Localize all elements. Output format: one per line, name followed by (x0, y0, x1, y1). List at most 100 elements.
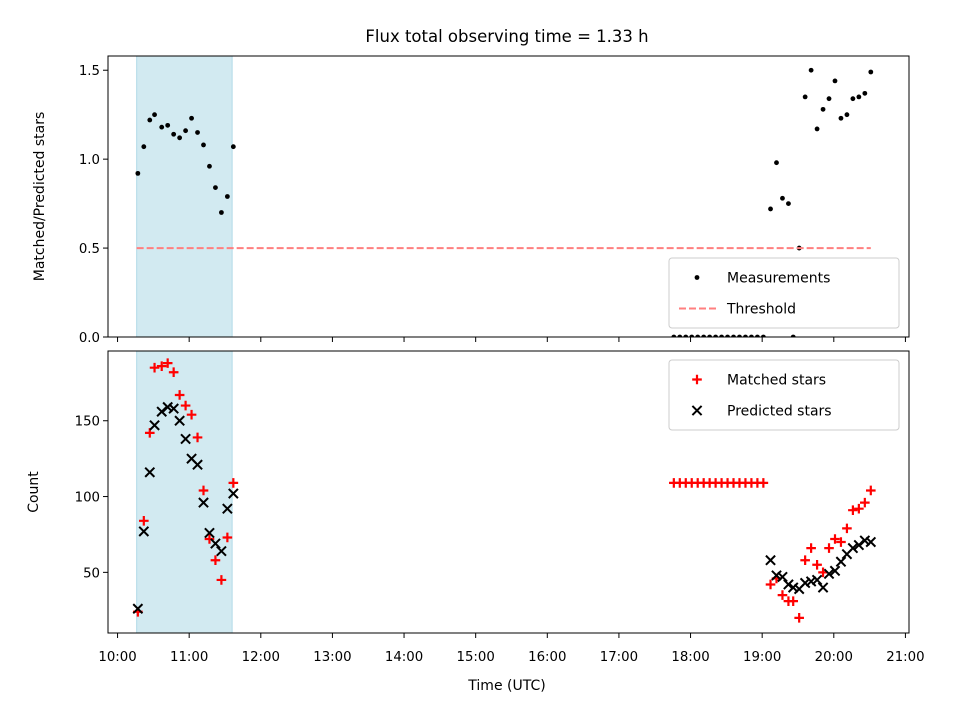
predicted-star-point (835, 556, 847, 568)
legend-predicted-swatch (691, 405, 703, 416)
legend-measurement-swatch (694, 275, 700, 280)
legend-box (668, 359, 900, 431)
measurement-point (159, 124, 165, 130)
top-panel-ylabel: Matched/Predicted stars (32, 112, 48, 282)
measurement-point (743, 334, 748, 337)
matched-star-point (156, 361, 167, 371)
measurement-point (219, 210, 224, 215)
top-panel: 0.0 0.5 1.0 1.5 Matched/Predicted stars Mea… (32, 55, 910, 346)
x-tick-label: 13:00 (313, 650, 351, 665)
matched-star-point (842, 523, 852, 534)
predicted-star-point (823, 568, 835, 580)
matched-star-point (777, 590, 788, 600)
bottom-panel: 50 100 150 10:00 11:00 12:00 13:00 14:00 15:00 1… (26, 350, 925, 665)
y-tick-label: 1.0 (79, 153, 100, 168)
predicted-star-point (216, 545, 227, 557)
top-panel-frame (107, 55, 910, 338)
top-panel-legend: Measurements Threshold (668, 257, 900, 329)
measurement-point (141, 144, 147, 150)
measurement-point (786, 201, 791, 207)
measurement-point (832, 78, 838, 84)
matched-star-point (860, 497, 870, 508)
measurement-point (135, 170, 141, 176)
measurement-point (856, 94, 862, 100)
shaded-span (136, 351, 233, 633)
matched-star-point (204, 534, 215, 544)
measurement-point (768, 206, 773, 212)
y-tick-label: 150 (75, 415, 100, 430)
x-tick-label: 12:00 (242, 650, 280, 665)
measurement-point (802, 94, 808, 100)
measurement-point (177, 135, 183, 141)
measurement-point (780, 195, 785, 201)
measurement-point (814, 126, 820, 132)
legend-label: Matched stars (727, 373, 826, 389)
measurement-point (737, 334, 742, 337)
measurement-point (183, 128, 188, 134)
predicted-star-point (204, 527, 215, 539)
matched-star-point (794, 613, 804, 623)
predicted-star-point (765, 554, 776, 566)
matched-star-point (866, 485, 876, 496)
matched-star-point (812, 559, 822, 570)
bottom-panel-ylabel: Count (26, 471, 42, 513)
predicted-star-point (168, 403, 179, 414)
matched-star-point (198, 485, 209, 496)
y-tick-label: 0.0 (79, 331, 100, 346)
measurement-point (725, 334, 730, 337)
predicted-star-point (847, 542, 859, 554)
measurement-point (844, 112, 850, 118)
matched-star-point (830, 534, 840, 544)
measurement-point (862, 90, 868, 96)
predicted-star-point (783, 579, 794, 590)
predicted-star-point (865, 536, 877, 548)
matched-star-point (168, 367, 179, 378)
measurement-point (189, 115, 194, 121)
predicted-star-point (853, 539, 865, 551)
measurement-point (826, 96, 832, 102)
measurement-point (790, 334, 796, 337)
bottom-panel-legend: Matched stars Predicted stars (668, 359, 900, 431)
matched-star-point (806, 543, 816, 553)
matched-star-point (210, 555, 221, 566)
bottom-panel-frame (107, 350, 910, 634)
predicted-star-point (138, 526, 150, 537)
legend-label: Measurements (727, 271, 830, 287)
y-tick-label: 100 (75, 491, 100, 506)
x-tick-label: 19:00 (743, 650, 781, 665)
matched-star-point (222, 532, 233, 543)
matched-star-point (149, 362, 160, 373)
predicted-star-point (228, 488, 239, 499)
predicted-star-point (132, 603, 144, 615)
measurement-point (868, 69, 874, 75)
predicted-star-point (777, 571, 788, 583)
measurement-point (754, 334, 760, 337)
predicted-star-point (192, 459, 203, 471)
measurement-point (152, 112, 157, 118)
y-tick-label: 1.5 (79, 64, 100, 79)
matched-star-point (800, 555, 810, 566)
x-tick-label: 11:00 (170, 650, 208, 665)
predicted-star-point (829, 565, 841, 577)
predicted-star-point (198, 497, 209, 508)
measurement-point (230, 144, 236, 150)
matched-star-point (186, 409, 197, 420)
predicted-star-point (174, 415, 185, 427)
x-tick-label: 15:00 (457, 650, 495, 665)
measurement-point (808, 67, 814, 73)
x-tick-label: 10:00 (98, 650, 136, 665)
measurement-point (171, 131, 177, 137)
measurement-point (701, 334, 707, 337)
y-tick-label: 0.5 (79, 242, 100, 257)
chart-title: Flux total observing time = 1.33 h (365, 27, 648, 46)
x-axis-label: Time (UTC) (467, 678, 545, 694)
matched-star-point (824, 543, 834, 553)
matched-star-point (765, 579, 776, 590)
measurement-point (207, 163, 212, 169)
measurement-point (671, 334, 677, 337)
predicted-star-point (156, 406, 168, 417)
predicted-star-point (180, 433, 191, 445)
predicted-star-point (149, 419, 160, 431)
measurement-point (713, 334, 719, 337)
